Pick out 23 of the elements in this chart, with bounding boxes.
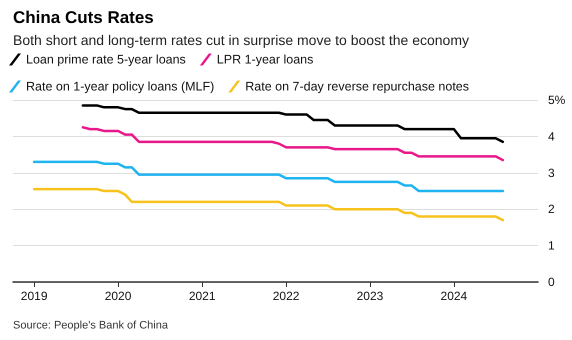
legend-label: Rate on 1-year policy loans (MLF) xyxy=(26,80,214,94)
line-series xyxy=(82,104,504,144)
y-tick-label: 4 xyxy=(548,129,555,144)
legend-label: Loan prime rate 5-year loans xyxy=(26,52,186,66)
x-tick-label: 2023 xyxy=(356,289,384,303)
line-series xyxy=(32,160,504,192)
legend-label: LPR 1-year loans xyxy=(216,52,314,66)
y-tick-label: 0 xyxy=(548,275,555,289)
y-tick-label: 5% xyxy=(548,93,566,107)
line-series xyxy=(32,188,504,222)
y-tick-label: 1 xyxy=(548,238,555,253)
line-series xyxy=(82,126,504,162)
source-note: Source: People's Bank of China xyxy=(13,320,169,332)
y-tick-label: 2 xyxy=(548,202,555,216)
legend-label: Rate on 7-day reverse repurchase notes xyxy=(245,80,470,94)
x-tick-label: 2024 xyxy=(440,289,468,303)
x-tick-label: 2021 xyxy=(188,289,216,303)
x-tick-label: 2022 xyxy=(272,289,300,303)
x-tick-label: 2020 xyxy=(104,289,132,303)
y-tick-label: 3 xyxy=(548,166,555,180)
chart-title: China Cuts Rates xyxy=(13,8,154,27)
x-tick-label: 2019 xyxy=(20,289,48,303)
chart-subtitle: Both short and long-term rates cut in surprise move to boost the economy xyxy=(13,32,470,48)
